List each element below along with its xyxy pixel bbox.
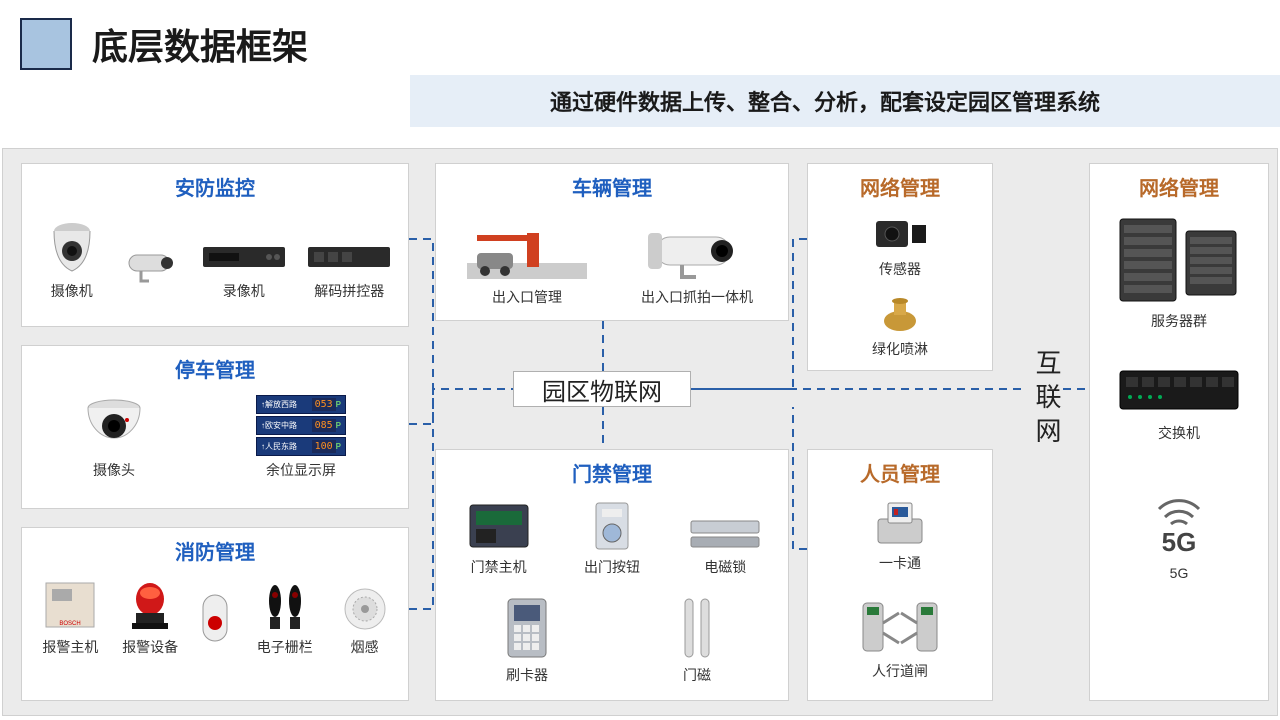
- panel-title-parking: 停车管理: [28, 354, 402, 383]
- sign-num: 053: [312, 398, 336, 411]
- internet-label: 互联网: [1029, 349, 1066, 451]
- title-block: 底层数据框架: [20, 18, 308, 70]
- panel-title-security: 安防监控: [28, 172, 402, 201]
- item-label: 5G: [1170, 565, 1189, 581]
- item-label: 交换机: [1158, 423, 1200, 443]
- panel-title-iot: 网络管理: [814, 172, 986, 201]
- subtitle-text: 通过硬件数据上传、整合、分析，配套设定园区管理系统: [550, 85, 1100, 117]
- center-node-label: 园区物联网: [542, 372, 662, 407]
- panel-security: 安防监控 摄像机 录像机: [21, 163, 409, 327]
- item-label: 人行道闸: [872, 661, 928, 681]
- sensor-device-icon: [868, 213, 932, 255]
- bullet-camera-icon: [121, 245, 185, 285]
- sprinkler-valve-icon: [876, 293, 924, 335]
- svg-text:5G: 5G: [1162, 527, 1197, 557]
- center-node: 园区物联网: [513, 371, 691, 407]
- panel-vehicle: 车辆管理 出入口管理 出入口抓拍一体机: [435, 163, 789, 321]
- item-label: 门磁: [683, 665, 711, 685]
- sign-num: 100: [312, 440, 336, 453]
- nvr-box-icon: [199, 237, 289, 277]
- panel-fire: 消防管理 BOSCH 报警主机 报警设备: [21, 527, 409, 701]
- switch-device-icon: [1114, 363, 1244, 419]
- item-label: 出入口抓拍一体机: [641, 287, 753, 307]
- panel-title-fire: 消防管理: [28, 536, 402, 565]
- panel-iot: 网络管理 传感器 绿化喷淋: [807, 163, 993, 371]
- item-label: 余位显示屏: [266, 460, 336, 480]
- item-label: 绿化喷淋: [872, 339, 928, 359]
- item-label: 报警设备: [122, 637, 178, 657]
- panel-title-access: 门禁管理: [442, 458, 782, 487]
- item-label: 出门按钮: [584, 557, 640, 577]
- svg-text:BOSCH: BOSCH: [60, 621, 81, 627]
- item-label: 一卡通: [879, 553, 921, 573]
- panel-parking: 停车管理 摄像头 ↑解放西路053P ↑欧安中路085P ↑人民东路100P 余…: [21, 345, 409, 509]
- door-contact-icon: [677, 595, 717, 661]
- dome-camera-icon: [40, 213, 104, 277]
- item-label: 门禁主机: [471, 557, 527, 577]
- alarm-siren-icon: [128, 577, 172, 633]
- sign-road: ↑人民东路: [261, 441, 297, 452]
- panel-access: 门禁管理 门禁主机 出门按钮 电磁锁: [435, 449, 789, 701]
- item-label: 电子栅栏: [257, 637, 313, 657]
- main-diagram-area: 安防监控 摄像机 录像机: [2, 148, 1278, 716]
- item-label: 烟感: [351, 637, 379, 657]
- subtitle-bar: 通过硬件数据上传、整合、分析，配套设定园区管理系统: [410, 75, 1280, 127]
- maglock-icon: [685, 513, 765, 553]
- panel-network: 网络管理 服务器群: [1089, 163, 1269, 701]
- server-cluster-icon: [1114, 213, 1244, 307]
- alarm-button-icon: [201, 593, 229, 643]
- turnstile-icon: [855, 593, 945, 657]
- sign-road: ↑解放西路: [261, 399, 297, 410]
- item-label: 录像机: [223, 281, 265, 301]
- fiveg-icon: 5G: [1139, 491, 1219, 561]
- panel-title-vehicle: 车辆管理: [442, 172, 782, 201]
- sign-p: P: [336, 421, 341, 430]
- item-label: 服务器群: [1151, 311, 1207, 331]
- anpr-camera-icon: [642, 223, 752, 283]
- dome-camera-2-icon: [79, 396, 149, 456]
- smoke-detector-icon: [341, 585, 389, 633]
- panel-personnel: 人员管理 一卡通 人行道闸: [807, 449, 993, 701]
- decoder-box-icon: [304, 237, 394, 277]
- sign-p: P: [336, 400, 341, 409]
- sign-num: 085: [312, 419, 336, 432]
- item-label: 刷卡器: [506, 665, 548, 685]
- item-label: 解码拼控器: [314, 281, 384, 301]
- panel-title-network: 网络管理: [1096, 172, 1262, 201]
- item-label: 传感器: [879, 259, 921, 279]
- item-label: 报警主机: [42, 637, 98, 657]
- item-label: 电磁锁: [704, 557, 746, 577]
- parking-sign-icon: ↑解放西路053P ↑欧安中路085P ↑人民东路100P: [256, 395, 346, 456]
- item-label: 摄像机: [51, 281, 93, 301]
- sign-road: ↑欧安中路: [261, 420, 297, 431]
- card-reader-icon: [504, 595, 550, 661]
- exit-button-icon: [590, 499, 634, 553]
- item-label: 出入口管理: [492, 287, 562, 307]
- item-label: 摄像头: [93, 460, 135, 480]
- access-controller-icon: [464, 499, 534, 553]
- header: 底层数据框架 通过硬件数据上传、整合、分析，配套设定园区管理系统: [0, 0, 1280, 140]
- panel-title-personnel: 人员管理: [814, 458, 986, 487]
- alarm-host-icon: BOSCH: [40, 577, 100, 633]
- page-title: 底层数据框架: [92, 18, 308, 70]
- fence-sensor-icon: [260, 577, 310, 633]
- title-square-icon: [20, 18, 72, 70]
- barrier-gate-icon: [457, 213, 597, 283]
- sign-p: P: [336, 442, 341, 451]
- card-printer-icon: [870, 499, 930, 549]
